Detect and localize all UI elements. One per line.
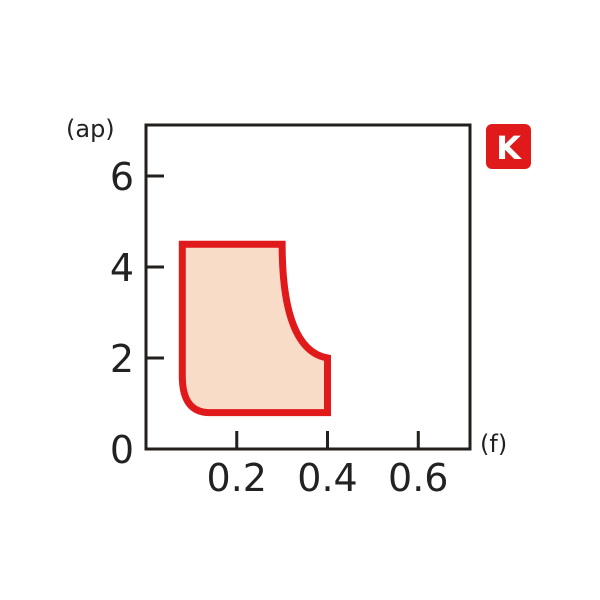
k-badge: K [486, 124, 531, 169]
badge-text: K [496, 129, 522, 167]
recommended-cutting-region [178, 240, 332, 417]
y-tick-label: 4 [110, 246, 134, 290]
plot-frame [144, 123, 472, 451]
y-tick-label: 2 [110, 337, 134, 381]
y-axis-label: (ap) [66, 115, 115, 143]
y-tick-label: 0 [110, 428, 134, 472]
x-axis-label: (f) [480, 430, 507, 458]
y-tick-label: 6 [110, 155, 134, 199]
x-tick-label: 0.6 [388, 456, 448, 500]
x-tick-label: 0.4 [297, 456, 357, 500]
x-tick-label: 0.2 [207, 456, 267, 500]
badge-background [486, 124, 531, 169]
